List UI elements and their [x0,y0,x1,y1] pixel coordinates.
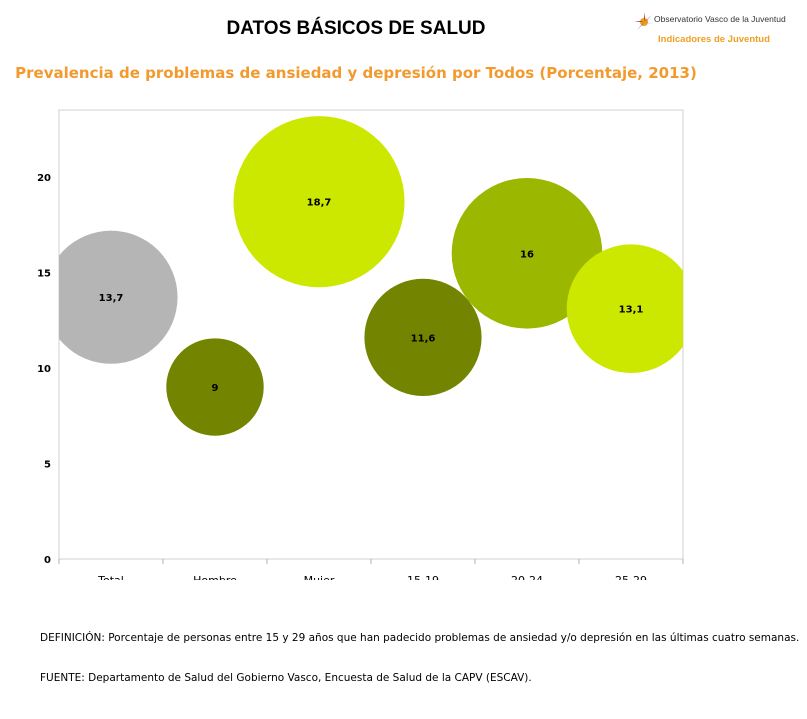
data-label: 16 [520,249,534,260]
chart-title: Prevalencia de problemas de ansiedad y d… [15,64,697,82]
y-tick-label: 5 [44,459,51,470]
x-tick-label: 15-19 [407,574,439,580]
logo-icon [634,12,654,30]
x-tick-label: Mujer [304,574,335,580]
x-tick-label: Hombre [193,574,237,580]
logo-subtitle: Indicadores de Juventud [658,34,770,45]
bubble-25-29 [566,244,683,373]
data-label: 13,7 [99,293,124,304]
y-tick-label: 0 [44,555,51,566]
bubble-15-19 [364,278,482,396]
x-tick-label: 25-29 [615,574,647,580]
logo: Observatorio Vasco de la Juventud Indica… [632,10,802,50]
logo-text: Observatorio Vasco de la Juventud [654,14,786,24]
bubble-mujer [233,116,405,288]
data-label: 13,1 [619,305,644,316]
data-label: 9 [212,383,219,394]
data-label: 18,7 [307,198,332,209]
bubble-20-24 [451,177,603,329]
y-tick-label: 10 [37,364,51,375]
bubble-chart: 13,7 9 18,7 11,6 16 13,1 Total Hombre Mujer 15-1… [37,109,684,580]
bubble-hombre [166,338,264,436]
y-tick-label: 15 [37,268,51,279]
data-label: 11,6 [411,333,436,344]
x-tick-label: 20-24 [511,574,543,580]
bubble-total [59,230,178,364]
page-title: DATOS BÁSICOS DE SALUD [226,18,486,39]
y-tick-label: 20 [37,173,51,184]
definition-text: DEFINICIÓN: Porcentaje de personas entre… [40,632,800,644]
source-text: FUENTE: Departamento de Salud del Gobier… [40,672,532,684]
x-tick-label: Total [97,574,124,580]
